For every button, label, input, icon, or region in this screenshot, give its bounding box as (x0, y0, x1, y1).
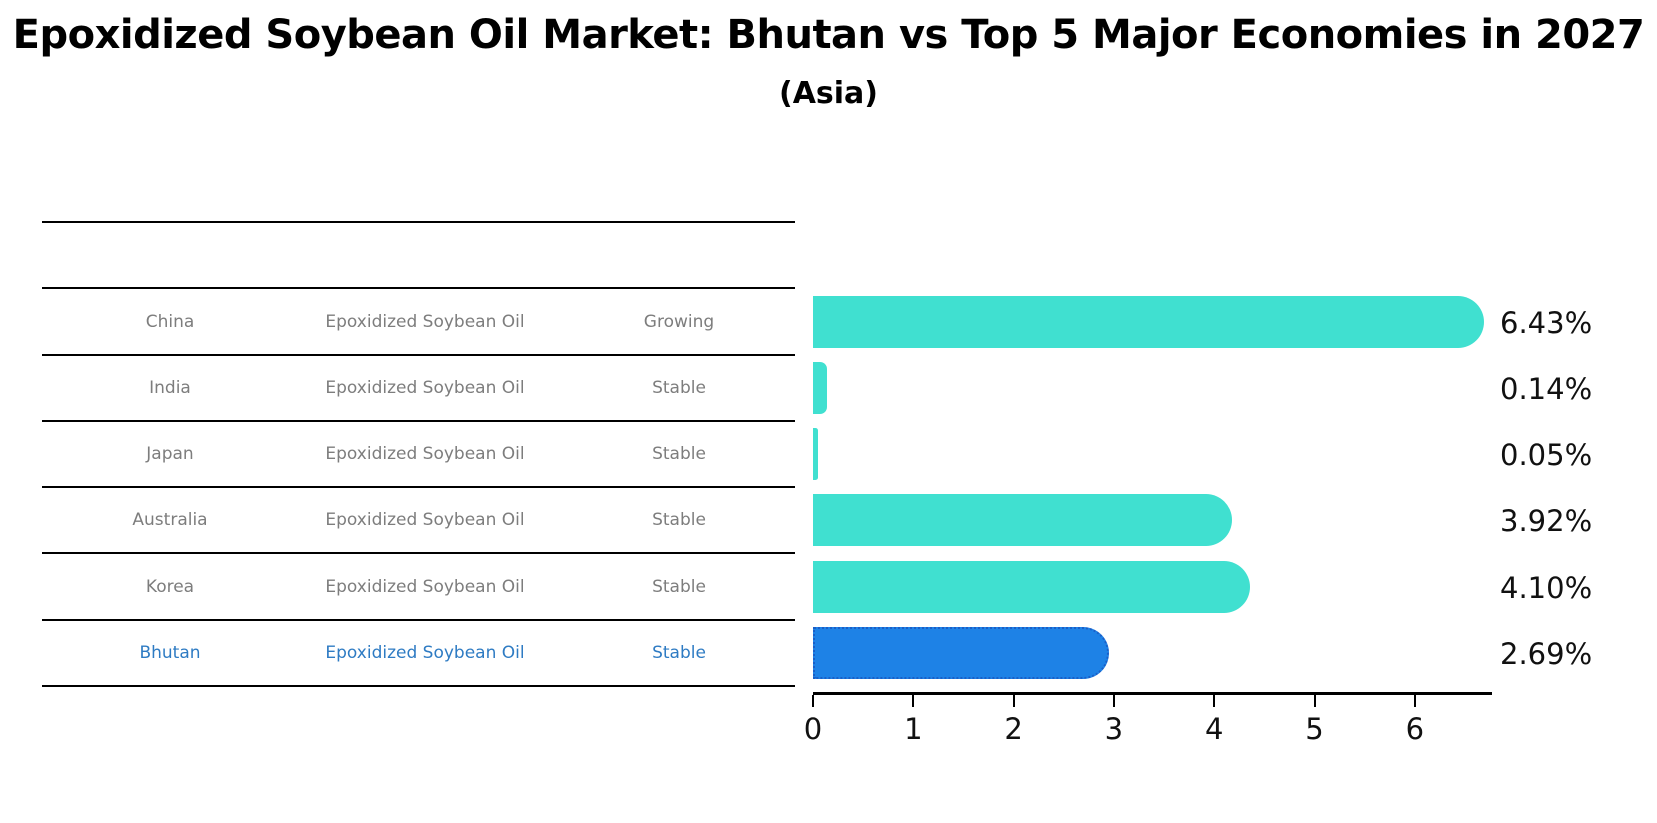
table-cell-country: Bhutan (139, 643, 201, 663)
table-cell-life_cycle: Stable (652, 378, 706, 398)
table-cell-life_cycle: Stable (652, 643, 706, 663)
table-rule (42, 619, 795, 621)
x-axis-tick-label: 4 (1204, 712, 1224, 746)
x-axis-tick (1413, 695, 1416, 707)
x-axis-tick-label: 3 (1104, 712, 1124, 746)
table-cell-country: Japan (146, 444, 194, 464)
bar-india (813, 362, 828, 414)
x-axis-tick (812, 695, 814, 707)
table-rule (42, 287, 795, 289)
chart-title: Epoxidized Soybean Oil Market: Bhutan vs… (12, 12, 1645, 58)
value-label-india: 0.14% (1500, 372, 1593, 406)
table-cell-country: Korea (145, 577, 195, 597)
value-label-australia: 3.92% (1500, 504, 1593, 538)
bar-china (813, 296, 1484, 348)
table-cell-product: Epoxidized Soybean Oil (325, 643, 525, 663)
value-label-bhutan: 2.69% (1500, 637, 1593, 671)
chart-subtitle: (Asia) (778, 76, 879, 111)
table-cell-product: Epoxidized Soybean Oil (325, 510, 525, 530)
table-cell-life_cycle: Stable (652, 444, 706, 464)
x-axis-tick-label: 2 (1004, 712, 1023, 746)
bar-australia (813, 494, 1233, 546)
bar-japan (813, 428, 818, 480)
table-rule (42, 552, 795, 554)
x-axis-tick (912, 695, 915, 707)
value-label-china: 6.43% (1500, 306, 1593, 340)
table-cell-life_cycle: Stable (652, 510, 706, 530)
table-cell-product: Epoxidized Soybean Oil (325, 312, 525, 332)
x-axis-tick (1313, 695, 1316, 707)
table-rule (42, 221, 795, 223)
x-axis-tick (1112, 695, 1115, 707)
table-cell-country: China (145, 312, 195, 332)
table-cell-life_cycle: Growing (643, 312, 715, 332)
value-label-korea: 4.10% (1500, 571, 1593, 605)
x-axis-tick (1213, 695, 1216, 707)
x-axis-line (813, 692, 1492, 695)
x-axis-tick (1012, 695, 1015, 707)
table-cell-product: Epoxidized Soybean Oil (325, 577, 525, 597)
x-axis-tick-label: 1 (904, 712, 923, 746)
table-cell-product: Epoxidized Soybean Oil (325, 444, 525, 464)
bar-bhutan (813, 627, 1109, 679)
table-cell-country: India (149, 378, 191, 398)
table-cell-product: Epoxidized Soybean Oil (325, 378, 525, 398)
table-rule (42, 486, 795, 488)
value-label-japan: 0.05% (1500, 438, 1593, 472)
table-rule (42, 420, 795, 422)
table-rule (42, 354, 795, 356)
x-axis-tick-label: 5 (1305, 712, 1324, 746)
bar-korea (813, 561, 1251, 613)
x-axis-tick-label: 6 (1405, 712, 1425, 746)
table-rule (42, 685, 795, 687)
x-axis-tick-label: 0 (803, 712, 823, 746)
table-cell-country: Australia (132, 510, 208, 530)
table-cell-life_cycle: Stable (652, 577, 706, 597)
